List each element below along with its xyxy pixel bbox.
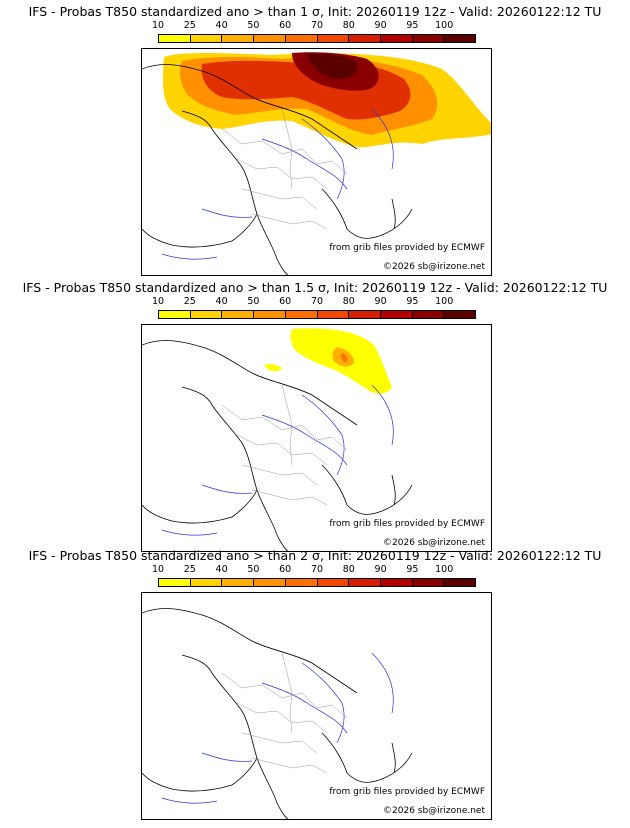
colorbar-tick-label: 90 bbox=[374, 564, 387, 575]
colorbar-tick-label: 50 bbox=[247, 296, 260, 307]
admin-borders bbox=[221, 108, 348, 230]
colorbar-tick-label: 50 bbox=[247, 564, 260, 575]
coastline bbox=[142, 340, 413, 551]
colorbar-segment bbox=[254, 311, 286, 318]
colorbar-tick-label: 70 bbox=[310, 564, 324, 575]
colorbar-segment bbox=[380, 35, 413, 42]
probability-shading bbox=[264, 328, 392, 394]
colorbar-tick-label: 90 bbox=[374, 20, 387, 31]
admin-borders bbox=[221, 652, 348, 774]
colorbar-tick-label: 95 bbox=[406, 564, 419, 575]
colorbar-tick-label: 100 bbox=[435, 20, 454, 31]
copyright-credit: ©2026 sb@irizone.net bbox=[383, 806, 485, 816]
colorbar-tick-label: 95 bbox=[406, 20, 419, 31]
colorbar-segment bbox=[349, 579, 381, 586]
source-credit: from grib files provided by ECMWF bbox=[329, 787, 485, 797]
source-credit: from grib files provided by ECMWF bbox=[329, 519, 485, 529]
colorbar-tick-label: 60 bbox=[279, 564, 292, 575]
colorbar-tick-label: 50 bbox=[247, 20, 260, 31]
colorbar-segment bbox=[222, 35, 255, 42]
coastline bbox=[142, 608, 413, 819]
source-credit: from grib files provided by ECMWF bbox=[329, 243, 485, 253]
colorbar-tick-label: 25 bbox=[183, 296, 196, 307]
colorbar-segment bbox=[412, 579, 445, 586]
colorbar-segment bbox=[190, 35, 223, 42]
colorbar bbox=[158, 578, 476, 587]
colorbar-segment bbox=[159, 35, 191, 42]
colorbar-tick-label: 10 bbox=[151, 20, 165, 31]
colorbar-segment bbox=[254, 579, 286, 586]
colorbar-segment bbox=[349, 311, 381, 318]
panel-1sigma: IFS - Probas T850 standardized ano > tha… bbox=[0, 0, 630, 276]
coastline bbox=[142, 64, 413, 275]
colorbar-segment bbox=[317, 579, 350, 586]
map-2sigma[interactable]: from grib files provided by ECMWF ©2026 … bbox=[141, 592, 492, 820]
colorbar-tick-label: 10 bbox=[151, 296, 165, 307]
colorbar-segment bbox=[285, 35, 318, 42]
colorbar-tick-label: 80 bbox=[342, 20, 355, 31]
rivers bbox=[161, 384, 394, 536]
colorbar bbox=[158, 34, 476, 43]
colorbar-tick-label: 25 bbox=[183, 20, 196, 31]
colorbar-tick-label: 60 bbox=[279, 296, 292, 307]
colorbar-tick-label: 60 bbox=[279, 20, 292, 31]
colorbar-segment bbox=[222, 579, 255, 586]
colorbar-segment bbox=[412, 311, 445, 318]
rivers bbox=[161, 108, 394, 260]
colorbar-tick-label: 95 bbox=[406, 296, 419, 307]
colorbar-segment bbox=[412, 35, 445, 42]
colorbar-segment bbox=[159, 311, 191, 318]
colorbar-tick-label: 40 bbox=[215, 296, 228, 307]
rivers bbox=[161, 652, 394, 804]
copyright-credit: ©2026 sb@irizone.net bbox=[383, 538, 485, 548]
colorbar-segment bbox=[444, 579, 476, 586]
colorbar-segment bbox=[254, 35, 286, 42]
colorbar-tick-label: 40 bbox=[215, 564, 228, 575]
map-1sigma[interactable]: from grib files provided by ECMWF ©2026 … bbox=[141, 48, 492, 276]
admin-borders bbox=[221, 384, 348, 506]
colorbar bbox=[158, 310, 476, 319]
colorbar-tick-label: 25 bbox=[183, 564, 196, 575]
colorbar-tick-label: 10 bbox=[151, 564, 165, 575]
colorbar-segment bbox=[190, 579, 223, 586]
colorbar-tick-label: 70 bbox=[310, 296, 324, 307]
colorbar-segment bbox=[380, 579, 413, 586]
colorbar-segment bbox=[444, 35, 476, 42]
colorbar-segment bbox=[285, 311, 318, 318]
colorbar-segment bbox=[349, 35, 381, 42]
panel-title: IFS - Probas T850 standardized ano > tha… bbox=[28, 548, 602, 563]
colorbar-segment bbox=[190, 311, 223, 318]
panel-1-5sigma: IFS - Probas T850 standardized ano > tha… bbox=[0, 276, 630, 552]
colorbar-segment bbox=[317, 311, 350, 318]
colorbar-segment bbox=[222, 311, 255, 318]
probability-shading bbox=[163, 52, 491, 148]
colorbar-segment bbox=[444, 311, 476, 318]
colorbar-segment bbox=[159, 579, 191, 586]
colorbar-segment bbox=[317, 35, 350, 42]
colorbar-tick-label: 90 bbox=[374, 296, 387, 307]
colorbar-segment bbox=[380, 311, 413, 318]
colorbar-tick-label: 70 bbox=[310, 20, 324, 31]
colorbar-tick-label: 100 bbox=[435, 296, 454, 307]
panel-title: IFS - Probas T850 standardized ano > tha… bbox=[28, 4, 602, 19]
colorbar-ticks: 10 25 40 50 60 70 80 90 95 100 bbox=[0, 296, 630, 308]
colorbar-tick-label: 100 bbox=[435, 564, 454, 575]
colorbar-ticks: 10 25 40 50 60 70 80 90 95 100 bbox=[0, 564, 630, 576]
copyright-credit: ©2026 sb@irizone.net bbox=[383, 262, 485, 272]
panel-2sigma: IFS - Probas T850 standardized ano > tha… bbox=[0, 544, 630, 820]
colorbar-tick-label: 40 bbox=[215, 20, 228, 31]
colorbar-ticks: 10 25 40 50 60 70 80 90 95 100 bbox=[0, 20, 630, 32]
colorbar-segment bbox=[285, 579, 318, 586]
colorbar-tick-label: 80 bbox=[342, 296, 355, 307]
map-1-5sigma[interactable]: from grib files provided by ECMWF ©2026 … bbox=[141, 324, 492, 552]
colorbar-tick-label: 80 bbox=[342, 564, 355, 575]
panel-title: IFS - Probas T850 standardized ano > tha… bbox=[22, 280, 608, 295]
